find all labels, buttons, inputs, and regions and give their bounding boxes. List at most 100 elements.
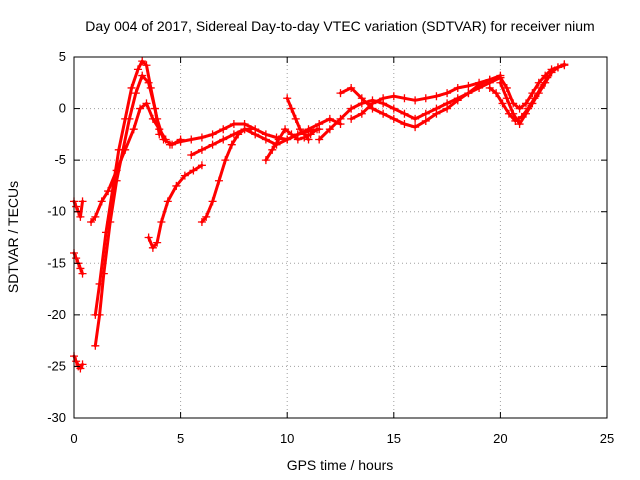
data-point (268, 145, 277, 154)
data-point (496, 73, 505, 82)
data-point (287, 130, 296, 139)
y-tick-label: -10 (47, 204, 66, 219)
data-point (379, 109, 388, 118)
data-point (197, 133, 206, 142)
series-arc-r (485, 73, 552, 125)
data-point (261, 135, 270, 144)
data-point (189, 166, 198, 175)
data-point (453, 96, 462, 105)
data-point (274, 135, 283, 144)
data-point (453, 83, 462, 92)
y-axis-label: SDTVAR / TECUs (5, 181, 21, 293)
data-point (530, 94, 539, 103)
data-point (219, 135, 228, 144)
data-point (197, 218, 206, 227)
data-point (511, 116, 520, 125)
series-arc-j (187, 114, 345, 159)
data-point (127, 83, 136, 92)
x-tick-label: 5 (177, 431, 184, 446)
series-line (89, 101, 168, 224)
data-point (411, 123, 420, 132)
data-point (138, 71, 147, 80)
plot-area (70, 57, 569, 373)
y-tick-label: 0 (59, 101, 66, 116)
data-point (421, 109, 430, 118)
data-point (315, 120, 324, 129)
x-tick-label: 25 (600, 431, 614, 446)
data-point (432, 92, 441, 101)
data-point (197, 161, 206, 170)
data-point (553, 63, 562, 72)
data-point (528, 89, 537, 98)
series-arc-l (283, 94, 313, 144)
axis-ticks: 5 0 -5 -10 -15 -20 -25 -30 0 5 10 15 20 25 (47, 49, 614, 446)
series-arc-c (87, 99, 170, 227)
data-point (187, 135, 196, 144)
data-point (368, 99, 377, 108)
data-point (313, 125, 322, 134)
data-point (357, 94, 366, 103)
data-point (283, 94, 292, 103)
data-point (547, 65, 556, 74)
data-point (133, 65, 142, 74)
data-point (76, 264, 85, 273)
data-point (176, 137, 185, 146)
data-point (315, 135, 324, 144)
data-point (281, 125, 290, 134)
data-point (208, 140, 217, 149)
data-point (379, 94, 388, 103)
data-point (400, 120, 409, 129)
data-point (72, 202, 81, 211)
data-point (197, 145, 206, 154)
chart-title: Day 004 of 2017, Sidereal Day-to-day VTE… (85, 18, 594, 34)
x-tick-label: 10 (280, 431, 294, 446)
data-point (106, 218, 115, 227)
data-point (180, 171, 189, 180)
data-point (229, 130, 238, 139)
data-point (161, 135, 170, 144)
data-point (136, 104, 145, 113)
data-point (400, 94, 409, 103)
series-arc-k (261, 125, 322, 165)
data-point (78, 197, 87, 206)
data-point (148, 114, 157, 123)
data-point (240, 125, 249, 134)
data-point (219, 125, 228, 134)
data-point (336, 114, 345, 123)
data-point (283, 135, 292, 144)
data-point (131, 89, 140, 98)
data-point (515, 120, 524, 129)
series-arc-o (347, 75, 494, 123)
data-point (300, 130, 309, 139)
x-axis-label: GPS time / hours (287, 457, 394, 473)
x-tick-label: 20 (493, 431, 507, 446)
data-point (443, 89, 452, 98)
data-point (498, 99, 507, 108)
data-point (504, 109, 513, 118)
data-point (443, 104, 452, 113)
data-point (411, 114, 420, 123)
data-point (421, 94, 430, 103)
data-point (95, 310, 104, 319)
data-point (221, 156, 230, 165)
y-tick-label: -5 (54, 152, 66, 167)
data-point (151, 104, 160, 113)
data-point (76, 212, 85, 221)
data-point (411, 96, 420, 105)
data-point (97, 197, 106, 206)
data-point (251, 130, 260, 139)
data-point (432, 109, 441, 118)
series-line (93, 74, 161, 348)
data-point (157, 218, 166, 227)
data-point (389, 104, 398, 113)
data-point (293, 135, 302, 144)
series-arc-g (144, 161, 206, 252)
data-point (104, 187, 113, 196)
data-point (91, 341, 100, 350)
data-point (291, 114, 300, 123)
data-point (144, 233, 153, 242)
data-point (485, 75, 494, 84)
data-point (485, 83, 494, 92)
data-point (229, 120, 238, 129)
data-point (534, 78, 543, 87)
